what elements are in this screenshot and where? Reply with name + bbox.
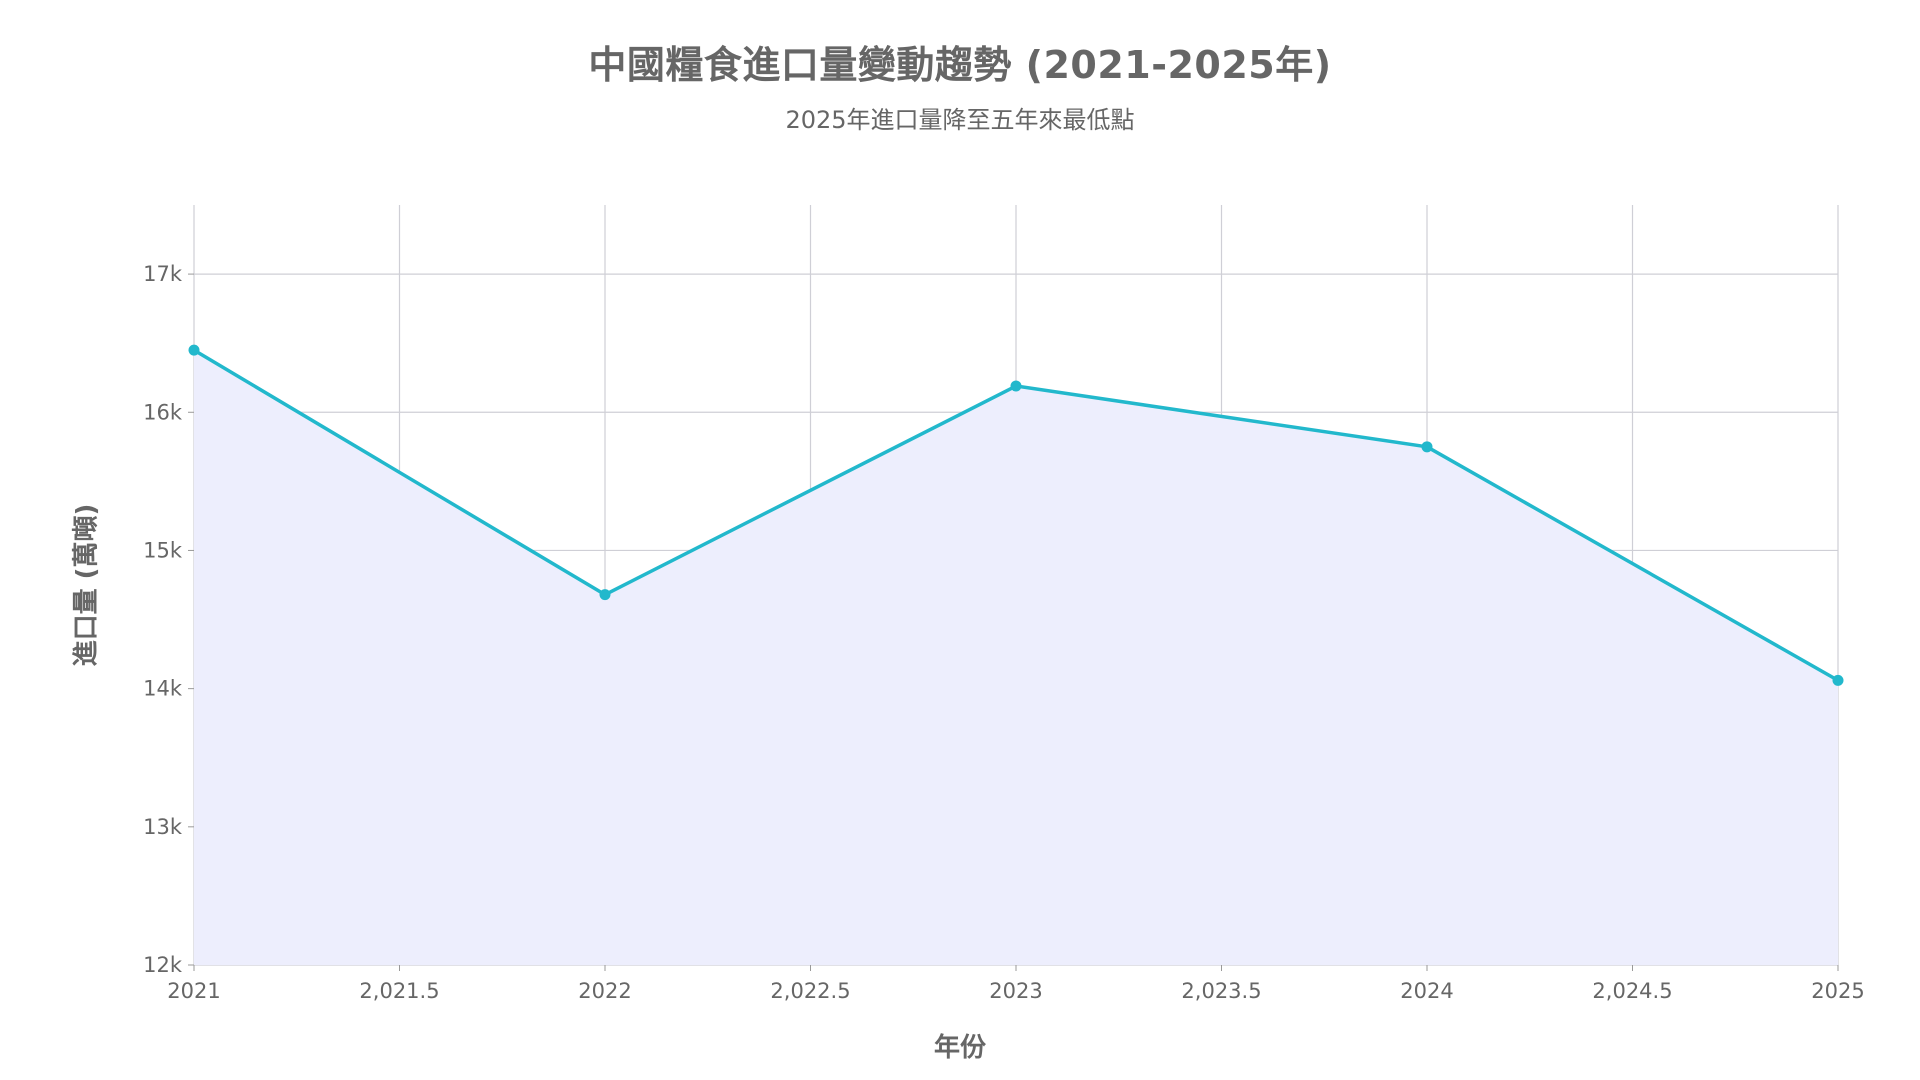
y-tick-label: 16k xyxy=(143,400,183,424)
x-axis-title: 年份 xyxy=(933,1033,986,1063)
y-tick-label: 13k xyxy=(143,815,183,839)
y-tick-label: 17k xyxy=(143,262,183,286)
y-axis-ticks: 12k 13k 14k 15k 16k 17k xyxy=(143,262,194,977)
x-tick-label: 2,023.5 xyxy=(1181,979,1261,1003)
chart-title: 中國糧食進口量變動趨勢 (2021-2025年) xyxy=(588,43,1332,87)
x-tick-label: 2,021.5 xyxy=(359,979,439,1003)
y-tick-label: 12k xyxy=(143,953,183,977)
data-points-layer xyxy=(188,344,1844,686)
data-point-2023[interactable] xyxy=(1010,380,1022,392)
data-point-2022[interactable] xyxy=(599,589,611,601)
y-tick-label: 14k xyxy=(143,677,183,701)
data-point-2025[interactable] xyxy=(1832,674,1844,686)
y-axis-title: 進口量 (萬噸) xyxy=(71,503,102,667)
data-point-2021[interactable] xyxy=(188,344,200,356)
x-tick-label: 2021 xyxy=(167,979,220,1003)
data-point-2024[interactable] xyxy=(1421,441,1433,453)
x-tick-label: 2023 xyxy=(989,979,1042,1003)
chart-subtitle: 2025年進口量降至五年來最低點 xyxy=(785,106,1135,134)
area-fill-layer xyxy=(194,350,1838,965)
x-tick-label: 2,022.5 xyxy=(770,979,850,1003)
x-tick-label: 2024 xyxy=(1400,979,1453,1003)
x-tick-label: 2,024.5 xyxy=(1592,979,1672,1003)
y-tick-label: 15k xyxy=(143,538,183,562)
x-axis-ticks: 2021 2,021.5 2022 2,022.5 2023 2,023.5 2024 2,0… xyxy=(167,965,1865,1003)
x-tick-label: 2022 xyxy=(578,979,631,1003)
series-area-fill xyxy=(194,350,1838,965)
x-tick-label: 2025 xyxy=(1811,979,1864,1003)
